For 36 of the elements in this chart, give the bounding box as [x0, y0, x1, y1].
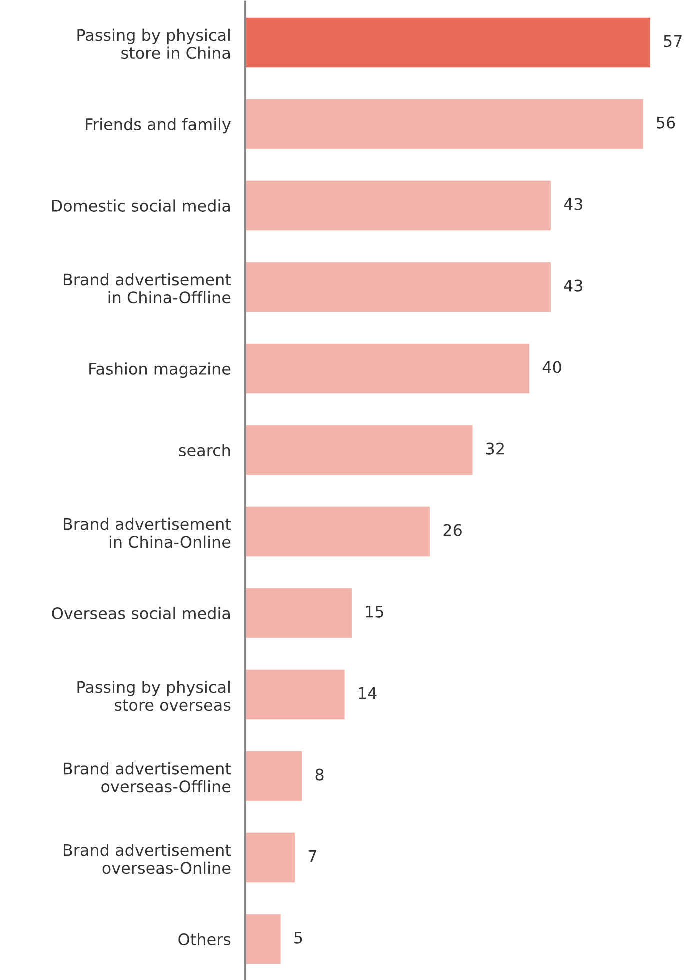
y-tick-label: Passing by physical store overseas — [78, 680, 231, 712]
data-label: 5 — [294, 932, 302, 944]
data-label: 14 — [359, 688, 377, 700]
bar — [245, 832, 296, 883]
bar — [245, 344, 530, 394]
data-label: 15 — [366, 606, 384, 618]
y-tick-label: Friends and family — [86, 118, 231, 134]
y-tick-label: Brand advertisement overseas-Online — [64, 844, 232, 874]
data-label: 57 — [664, 35, 682, 48]
y-tick-label: search — [179, 444, 230, 457]
y-tick-label: Passing by physical store in China — [78, 28, 230, 60]
data-label: 40 — [542, 361, 562, 374]
bar — [245, 588, 352, 638]
bar — [245, 506, 430, 557]
bar — [245, 425, 473, 476]
y-tick-label: Brand advertisement in China-Online — [64, 518, 232, 548]
data-label: 7 — [308, 850, 316, 862]
y-tick-label: Overseas social media — [52, 607, 230, 620]
bar — [245, 99, 644, 150]
bar — [245, 18, 650, 68]
bar — [245, 751, 302, 802]
y-tick-label: Brand advertisement overseas-Offline — [64, 762, 232, 793]
data-label: 56 — [657, 116, 676, 129]
bar — [245, 262, 551, 312]
y-tick-label: Fashion magazine — [90, 362, 231, 378]
data-label: 43 — [564, 198, 582, 210]
y-tick-label: Brand advertisement in China-Offline — [64, 273, 232, 304]
data-label: 32 — [486, 442, 504, 455]
bar — [245, 670, 345, 720]
data-label: 26 — [444, 524, 462, 536]
data-label: 8 — [316, 768, 324, 781]
bar — [245, 180, 551, 231]
y-tick-label: Domestic social media — [52, 200, 230, 212]
bar — [245, 914, 281, 964]
data-label: 43 — [564, 280, 582, 292]
y-tick-label: Others — [178, 933, 231, 946]
